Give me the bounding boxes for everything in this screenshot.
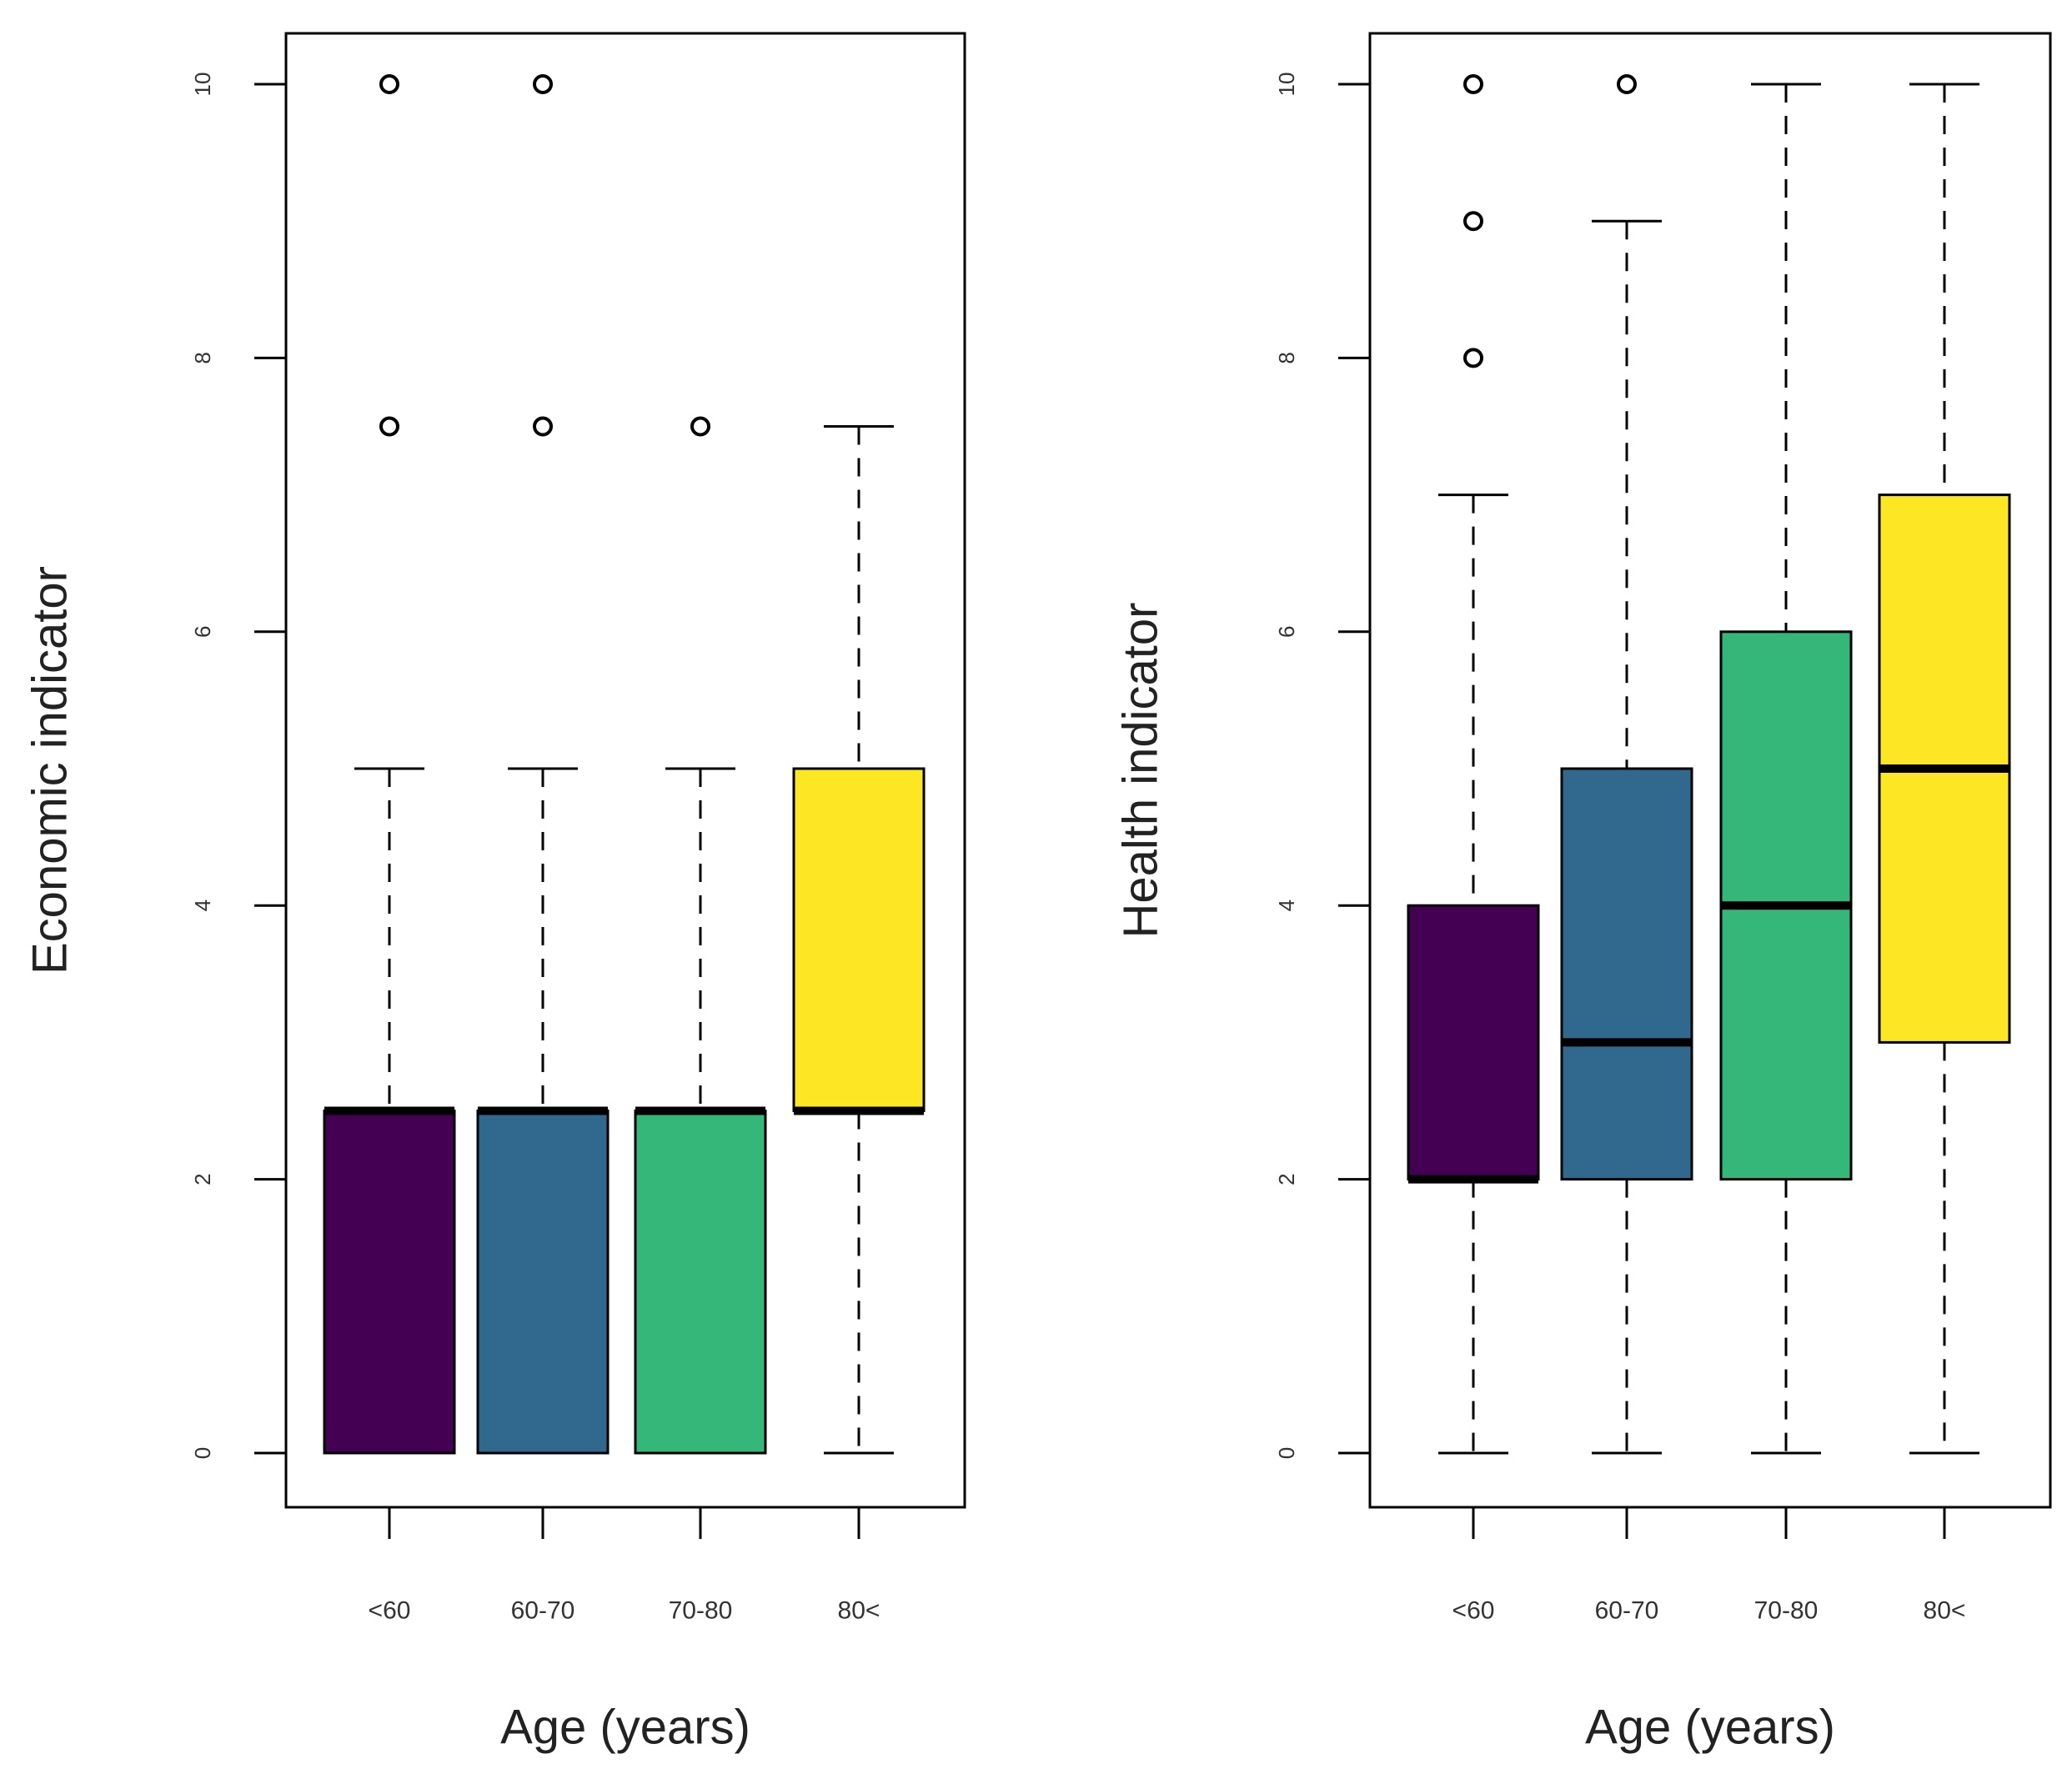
- health-indicator-panel: 0 2 4 6 8 10 Health indicator Age (years) <60 60-…: [1114, 32, 2052, 1755]
- plot-frame: [1368, 32, 2052, 1509]
- x-axis-title: Age (years): [500, 1701, 750, 1755]
- outlier-point: [1463, 211, 1483, 232]
- x-tick-label: 70-80: [669, 1597, 733, 1625]
- y-tick-label: 8: [1274, 352, 1299, 363]
- outlier-point: [533, 74, 553, 94]
- y-axis-title: Health indicator: [1114, 603, 1168, 939]
- x-tick-label: 80<: [838, 1597, 880, 1625]
- x-tick-label: <60: [1452, 1597, 1495, 1625]
- x-tick-label: 60-70: [511, 1597, 575, 1625]
- y-tick-label: 6: [1274, 626, 1299, 638]
- outlier-point: [1617, 74, 1637, 94]
- y-tick-label: 6: [190, 626, 215, 638]
- box-<60: [1407, 904, 1540, 1181]
- y-tick-label: 4: [190, 900, 215, 911]
- box-60-70: [1560, 767, 1693, 1181]
- outlier-point: [690, 416, 710, 437]
- box-<60: [323, 1110, 456, 1455]
- x-tick-label: <60: [369, 1597, 411, 1625]
- outlier-point: [1463, 74, 1483, 94]
- y-tick-label: 2: [1274, 1173, 1299, 1185]
- outlier-point: [1463, 348, 1483, 368]
- y-tick-label: 0: [1274, 1447, 1299, 1459]
- x-axis-title: Age (years): [1585, 1701, 1835, 1755]
- y-tick-label: 10: [190, 73, 215, 97]
- y-tick-label: 0: [190, 1447, 215, 1459]
- box-60-70: [476, 1110, 610, 1455]
- y-tick-label: 4: [1274, 900, 1299, 911]
- plot-frame: [284, 32, 966, 1509]
- y-tick-label: 10: [1274, 73, 1299, 97]
- y-axis-title: Economic indicator: [23, 566, 78, 975]
- box-80<: [792, 767, 926, 1112]
- x-tick-label: 70-80: [1754, 1597, 1819, 1625]
- outlier-point: [379, 74, 399, 94]
- y-tick-label: 8: [190, 352, 215, 363]
- y-tick-label: 2: [190, 1173, 215, 1185]
- box-70-80: [634, 1110, 767, 1455]
- x-tick-label: 60-70: [1595, 1597, 1659, 1625]
- outlier-point: [379, 416, 399, 437]
- economic-indicator-panel: 0 2 4 6 8 10 Economic indicator Age (years) <60 6…: [23, 32, 966, 1755]
- x-tick-label: 80<: [1924, 1597, 1966, 1625]
- outlier-point: [533, 416, 553, 437]
